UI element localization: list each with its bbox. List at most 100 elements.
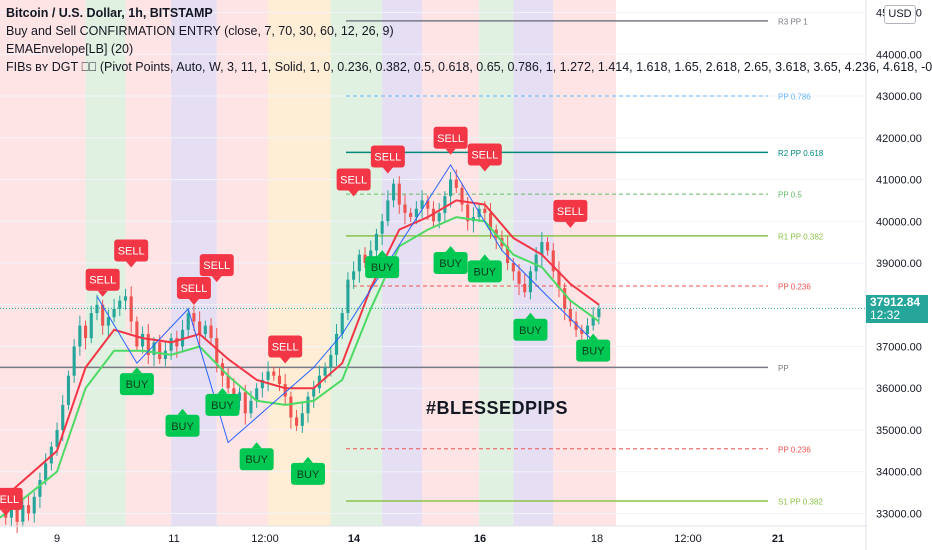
pivot-label: R1 PP 0.382	[778, 232, 824, 241]
signal-label: SELL	[374, 152, 401, 164]
pivot-label: PP 0.786	[778, 93, 811, 102]
indicator-buy-sell-label[interactable]: Buy and Sell CONFIRMATION ENTRY (close, …	[6, 24, 394, 38]
signal-box	[336, 168, 371, 191]
signal-box	[199, 254, 234, 277]
indicator-ema-envelope-label[interactable]: EMAEnvelope[LB] (20)	[6, 42, 134, 56]
signal-label: SELL	[89, 275, 116, 287]
candle-body	[61, 404, 65, 430]
candle-body	[426, 200, 430, 209]
signal-box	[291, 462, 325, 485]
candle-body	[38, 480, 42, 497]
time-tick-label: 11	[168, 533, 179, 545]
candle-body	[118, 300, 122, 309]
currency-button[interactable]: USD	[884, 5, 916, 24]
candle-body	[112, 308, 116, 318]
signal-pointer	[479, 254, 490, 261]
pivot-label: PP 0.236	[778, 445, 811, 454]
candle-body	[44, 463, 48, 481]
signal-pointer	[131, 367, 142, 374]
buy-signal[interactable]: BUY	[513, 312, 548, 341]
candle-body	[272, 371, 276, 376]
signal-box	[365, 256, 400, 279]
price-tick-label: 41000.00	[876, 175, 922, 187]
signal-pointer	[177, 408, 188, 415]
signal-box	[467, 260, 502, 283]
ema-red-line	[0, 199, 600, 502]
signal-box	[513, 318, 548, 341]
sell-signal[interactable]: SELL	[370, 145, 405, 174]
sell-signal[interactable]: SELL	[553, 199, 588, 228]
sell-signal[interactable]: SELL	[268, 335, 303, 364]
signal-label: BUY	[297, 469, 320, 481]
signal-box	[165, 414, 200, 437]
buy-signal[interactable]: BUY	[467, 254, 502, 283]
buy-signal[interactable]: BUY	[165, 408, 200, 437]
candle-body	[169, 338, 173, 351]
buy-signal[interactable]: BUY	[576, 333, 611, 362]
candle-body	[551, 250, 555, 272]
sell-signal[interactable]: SELL	[114, 239, 149, 268]
candle-body	[243, 392, 247, 414]
time-tick-label: 16	[474, 533, 486, 545]
pivot-label: S1 PP 0.382	[778, 497, 823, 506]
signal-pointer	[348, 190, 359, 197]
candle-body	[488, 212, 493, 230]
sell-signal[interactable]: SELL	[85, 268, 120, 297]
last-price-value: 37912.84	[870, 295, 921, 309]
candle-body	[249, 400, 253, 414]
buy-signal[interactable]: BUY	[291, 456, 325, 485]
candle-body	[192, 313, 196, 322]
signal-label: SELL	[437, 133, 464, 145]
candle-body	[454, 179, 458, 188]
sell-signal[interactable]: SELL	[467, 143, 502, 172]
buy-signal[interactable]: BUY	[433, 246, 468, 274]
signal-pointer	[0, 509, 11, 516]
signal-label: SELL	[557, 206, 584, 218]
candle-body	[517, 271, 521, 284]
candle-body	[186, 313, 190, 330]
candle-body	[158, 342, 162, 360]
signal-label: SELL	[340, 175, 367, 187]
candle-body	[574, 321, 578, 330]
sell-signal[interactable]: SELL	[199, 254, 234, 283]
candle-body	[72, 346, 76, 376]
signal-label: BUY	[519, 325, 542, 337]
symbol-title[interactable]: Bitcoin / U.S. Dollar, 1h, BITSTAMP	[6, 6, 213, 20]
candle-body	[209, 325, 213, 339]
signal-pointer	[211, 276, 222, 283]
candle-body	[346, 279, 350, 314]
pivot-label: PP 0.236	[778, 282, 811, 291]
candle-body	[563, 288, 567, 309]
signal-box	[119, 373, 154, 396]
sell-signal[interactable]: SELL	[176, 277, 211, 306]
buy-signal[interactable]: BUY	[239, 442, 274, 471]
signal-box	[467, 143, 502, 166]
candle-body	[568, 308, 572, 322]
candle-body	[106, 317, 110, 326]
time-tick-label: 18	[591, 533, 603, 545]
buy-signal[interactable]: BUY	[119, 367, 154, 396]
candle-body	[363, 254, 367, 263]
buy-signal[interactable]: BUY	[205, 387, 240, 416]
candle-body	[123, 296, 128, 301]
signal-pointer	[445, 148, 456, 155]
candle-body	[226, 375, 230, 389]
signal-pointer	[525, 312, 536, 319]
sell-signal[interactable]: SELL	[0, 487, 23, 516]
candle-body	[95, 304, 99, 314]
buy-signal[interactable]: BUY	[365, 250, 400, 279]
signal-box	[433, 252, 468, 274]
signal-label: BUY	[171, 421, 194, 433]
sell-signal[interactable]: SELL	[433, 126, 468, 155]
candle-body	[449, 179, 453, 197]
candle-body	[414, 208, 418, 218]
signal-pointer	[479, 165, 490, 172]
signal-pointer	[445, 246, 456, 252]
candle-body	[255, 388, 259, 401]
indicator-fibs-label[interactable]: FIBs ʙʏ DGT ⎕⎕ (Pivot Points, Auto, W, 3…	[6, 60, 932, 74]
signal-pointer	[303, 456, 313, 463]
signal-pointer	[588, 333, 599, 340]
sell-signal[interactable]: SELL	[336, 168, 371, 197]
